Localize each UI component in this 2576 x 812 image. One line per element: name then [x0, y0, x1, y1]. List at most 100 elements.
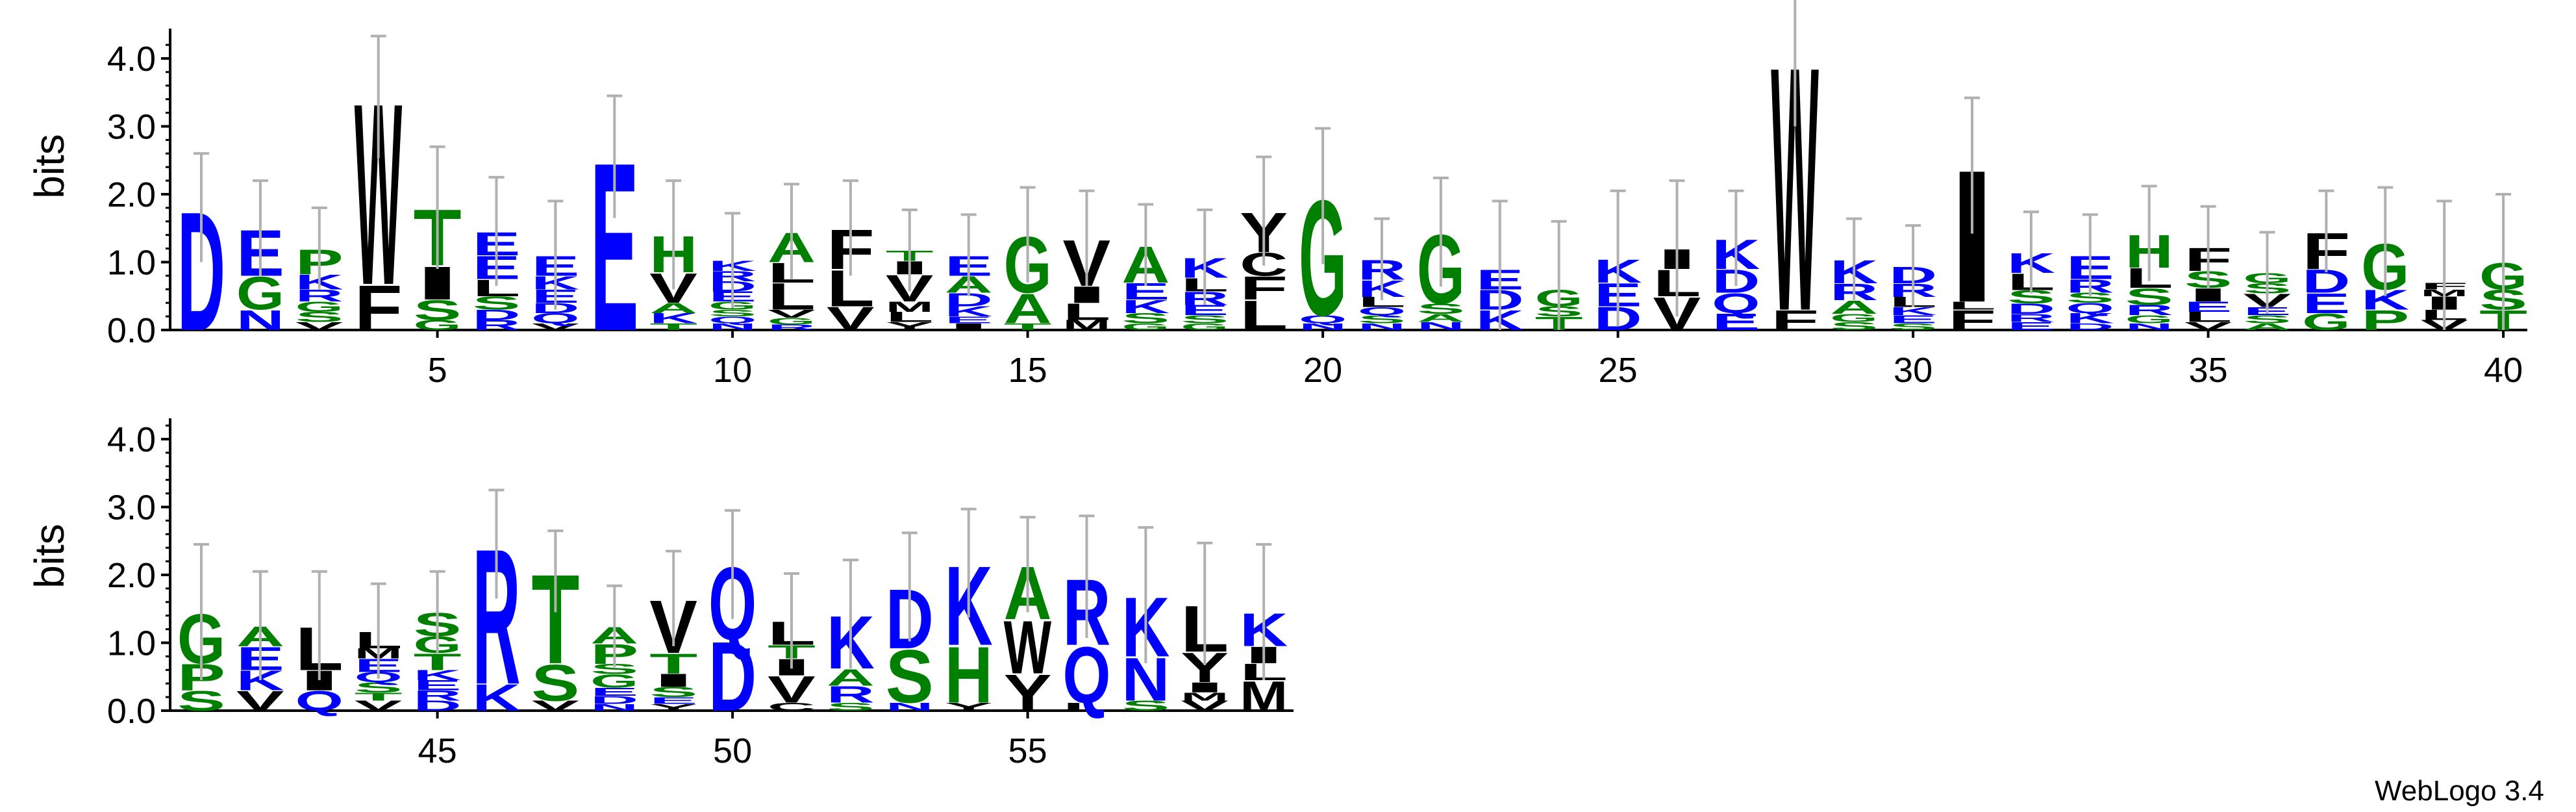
position-stack-50: DQ: [708, 509, 757, 732]
logo-letter-A: A: [1004, 285, 1052, 333]
logo-letter-K: K: [1889, 305, 1937, 318]
logo-letter-S: S: [1417, 301, 1465, 316]
logo-letter-N: N: [1358, 322, 1406, 332]
logo-letter-F: F: [1948, 305, 1996, 336]
logo-letter-S: S: [355, 679, 403, 695]
logo-letter-S: S: [1121, 698, 1169, 713]
position-stack-20: NQG: [1299, 127, 1347, 350]
logo-letter-I: I: [649, 670, 697, 691]
logo-letter-E: E: [2184, 299, 2232, 314]
logo-letter-L: L: [886, 309, 934, 325]
logo-letter-M: M: [1063, 317, 1111, 333]
logo-row-2: bits 0.01.02.03.04.0 SPGVKEAQILVTSQEMLDR…: [26, 418, 1294, 770]
logo-letter-T: T: [414, 648, 462, 675]
logo-letter-G: G: [590, 670, 638, 692]
x-tick-label: 30: [1894, 351, 1932, 390]
logo-letter-T: T: [649, 648, 697, 679]
logo-letter-T: T: [1004, 322, 1052, 332]
logo-letter-V: V: [531, 698, 579, 713]
logo-letter-K: K: [473, 677, 521, 719]
logo-letter-E: E: [590, 685, 638, 698]
logo-letter-D: D: [590, 694, 638, 707]
position-stack-38: PKG: [2361, 186, 2409, 336]
logo-letter-S: S: [295, 309, 344, 325]
logo-letter-I: I: [2184, 285, 2232, 305]
logo-letter-E: E: [1889, 313, 1937, 326]
position-stack-43: QIL: [295, 570, 344, 717]
logo-letter-N: N: [590, 702, 638, 713]
logo-letter-V: V: [236, 685, 284, 717]
logo-letter-R: R: [827, 681, 875, 708]
position-stack-4: FW: [355, 34, 403, 344]
logo-letter-K: K: [2066, 311, 2114, 326]
position-stack-55: YWA: [1004, 516, 1052, 722]
logo-letter-G: G: [1830, 312, 1878, 324]
logo-letter-M: M: [886, 299, 934, 315]
x-tick-label: 45: [418, 731, 457, 770]
logo-letter-V: V: [2184, 320, 2232, 333]
logo-letter-S: S: [649, 684, 697, 700]
logo-letter-Q: Q: [295, 685, 344, 717]
y-tick-label: 2.0: [107, 556, 156, 595]
logo-letter-I: I: [945, 322, 993, 332]
logo-letter-R: R: [473, 317, 521, 333]
position-stack-24: TSG: [1535, 220, 1583, 334]
logo-letter-E: E: [414, 678, 462, 693]
position-stack-54: YHK: [945, 507, 993, 720]
logo-letter-V: V: [768, 668, 816, 711]
logo-letter-A: A: [827, 665, 875, 691]
position-stack-46: KR: [473, 488, 521, 725]
logo-letter-T: T: [649, 322, 697, 332]
y-tick-label: 1.0: [107, 624, 156, 663]
logo-letter-S: S: [2244, 313, 2292, 326]
logo-letter-S: S: [886, 635, 934, 719]
logo-letter-L: L: [1063, 701, 1111, 713]
logo-letter-R: R: [2125, 302, 2173, 318]
position-stack-8: E: [590, 94, 638, 381]
logo-letter-G: G: [295, 299, 344, 314]
logo-letter-V: V: [768, 307, 816, 320]
logo-letter-N: N: [1299, 322, 1347, 332]
logo-letter-E: E: [2302, 288, 2350, 320]
x-tick-label: 25: [1599, 351, 1638, 390]
logo-letter-W: W: [1004, 605, 1052, 689]
position-stack-1: D: [177, 152, 225, 367]
logo-letter-R: R: [2007, 312, 2055, 325]
logo-letter-L: L: [768, 276, 816, 318]
x-tick-label: 55: [1008, 731, 1047, 770]
logo-letter-Y: Y: [649, 702, 697, 713]
logo-letter-G: G: [768, 316, 816, 327]
logo-letter-K: K: [1121, 296, 1169, 317]
logo-letter-A: A: [1830, 297, 1878, 318]
logo-letter-L: L: [1240, 292, 1288, 339]
logo-letter-G: G: [2125, 313, 2173, 325]
logo-letter-M: M: [1181, 691, 1229, 704]
logo-letter-V: V: [1181, 698, 1229, 713]
logo-letter-F: F: [1771, 305, 1819, 336]
y-tick-label: 1.0: [107, 244, 156, 283]
logo-letter-E: E: [2007, 320, 2055, 333]
logo-letter-S: S: [1889, 322, 1937, 332]
logo-letter-N: N: [236, 305, 284, 336]
position-stack-15: TAG: [1004, 186, 1052, 333]
logo-letter-K: K: [414, 667, 462, 683]
position-stack-25: DEK: [1594, 189, 1642, 337]
